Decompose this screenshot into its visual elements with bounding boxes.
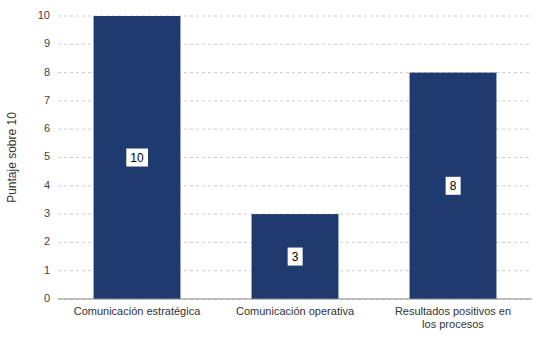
x-axis-line (58, 299, 532, 300)
bar (252, 214, 339, 299)
y-tick-label: 8 (44, 66, 50, 78)
data-label-group: 3 (288, 248, 303, 266)
x-tick-label: Comunicación estratégica (74, 305, 201, 317)
grid (58, 16, 532, 299)
y-axis-label: Puntaje sobre 10 (5, 112, 19, 203)
data-label-box (288, 248, 303, 266)
x-axis: Comunicación estratégica Comunicación ope… (58, 299, 532, 330)
y-tick-label: 5 (44, 150, 50, 162)
y-tick-label: 1 (44, 264, 50, 276)
y-tick-label: 2 (44, 235, 50, 247)
y-tick-label: 4 (44, 179, 50, 191)
chart: 0 1 2 3 4 5 6 7 8 9 10 Puntaje sobre 10 Comunicación… (0, 0, 546, 351)
data-label-group: 10 (126, 149, 148, 167)
bars (94, 16, 497, 299)
data-label-group: 8 (446, 177, 461, 195)
y-tick-label: 3 (44, 207, 50, 219)
y-tick-label: 0 (44, 292, 50, 304)
data-label: 3 (292, 250, 299, 264)
x-tick-label: Comunicación operativa (236, 305, 355, 317)
chart-container: 0 1 2 3 4 5 6 7 8 9 10 Puntaje sobre 10 Comunicación… (0, 0, 546, 351)
data-label: 10 (130, 151, 144, 165)
y-tick-label: 9 (44, 37, 50, 49)
y-tick-label: 10 (38, 9, 50, 21)
y-axis: 0 1 2 3 4 5 6 7 8 9 10 (38, 9, 50, 304)
bar (410, 73, 497, 299)
y-tick-label: 6 (44, 122, 50, 134)
bar (94, 16, 181, 299)
data-label-box (126, 149, 148, 167)
y-tick-label: 7 (44, 94, 50, 106)
data-labels: 10 3 8 (126, 149, 460, 266)
x-tick-label: Resultados positivos enlos procesos (395, 305, 511, 330)
data-label-box (446, 177, 461, 195)
grid-line (58, 299, 532, 300)
data-label: 8 (450, 179, 457, 193)
